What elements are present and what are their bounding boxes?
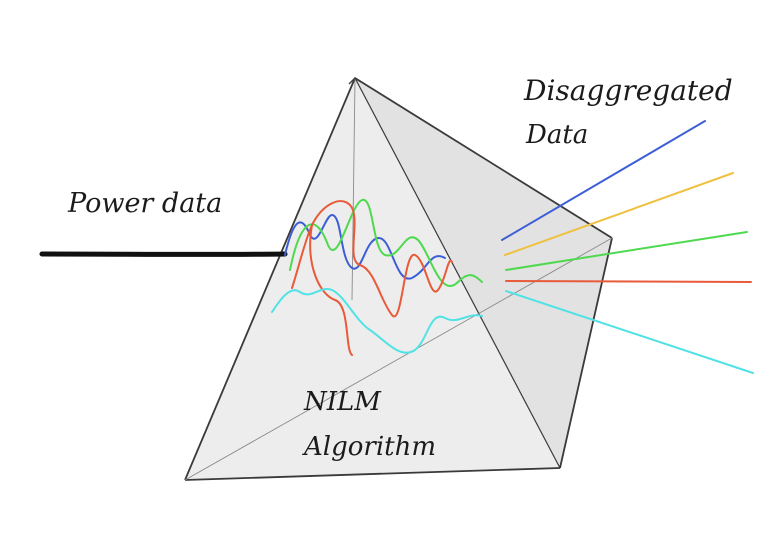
prism-hidden-edge-2 [184,237,613,481]
output-beams [501,120,754,374]
output-beam-cyan [505,290,754,374]
signal-waves [271,199,483,356]
wave-red [291,200,453,318]
prism-edge-back-right [559,237,613,469]
center-label-line1: NILM [303,387,382,417]
prism-edge-left [184,77,356,481]
prism-edge-front [354,77,561,469]
prism-edge-right [354,77,613,239]
prism-hidden-edge-1 [351,77,356,301]
wave-cyan [271,287,483,354]
output-label-line2: Data [525,120,588,150]
output-beam-blue [501,120,706,241]
center-label-line2: Algorithm [302,432,436,462]
prism-apex-mark [348,77,362,85]
wave-green [289,199,483,287]
output-label-line1: Disaggregated [523,74,733,107]
prism-right-face [355,78,612,468]
output-beam-red [505,280,752,283]
output-beam-green [505,231,748,271]
input-label: Power data [67,188,222,219]
output-beam-yellow [504,172,734,256]
prism-edge-bottom [184,467,561,481]
wave-red-loop [309,224,353,356]
